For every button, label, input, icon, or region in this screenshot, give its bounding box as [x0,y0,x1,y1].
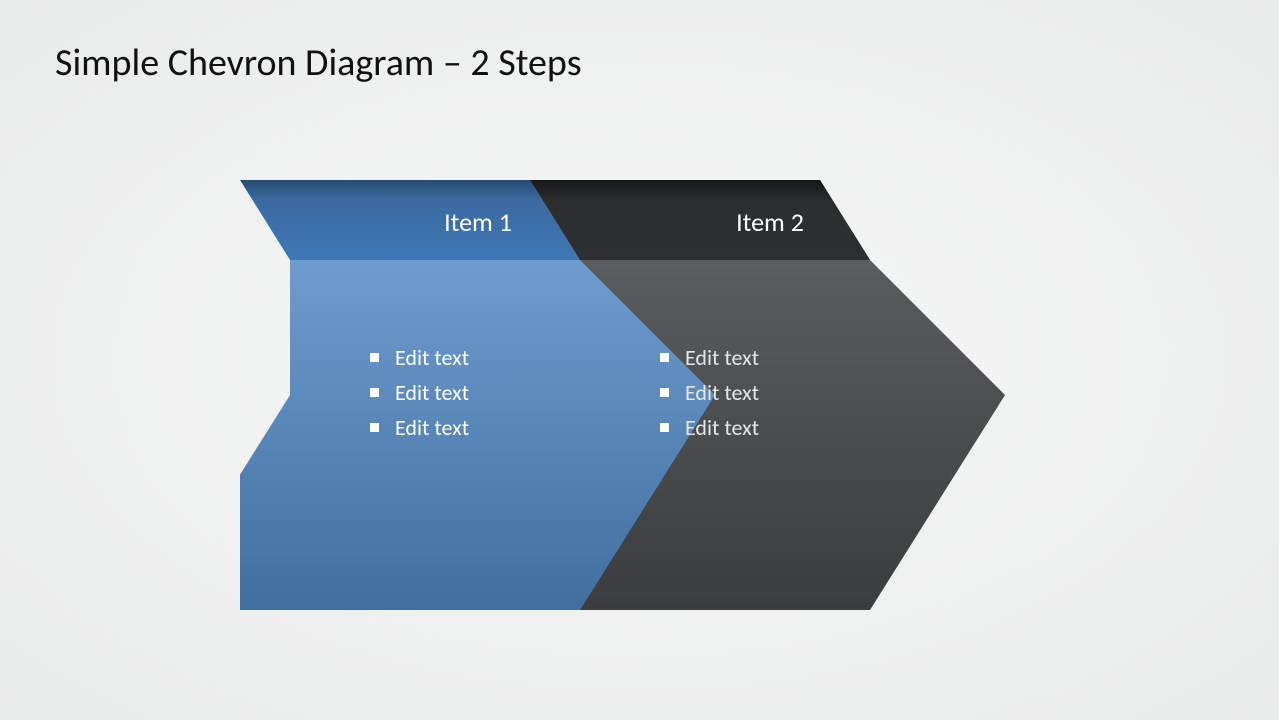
bullet-item: Edit text [660,340,759,375]
chevron-2-bullets: Edit text Edit text Edit text [660,340,759,446]
bullet-item: Edit text [370,375,469,410]
bullet-item: Edit text [660,375,759,410]
slide-title: Simple Chevron Diagram – 2 Steps [55,40,582,86]
chevron-diagram: Item 1 Item 2 Edit text Edit text Edit t… [240,180,1020,610]
chevron-1-bullets: Edit text Edit text Edit text [370,340,469,446]
chevron-1-label: Item 1 [378,206,578,238]
bullet-item: Edit text [370,410,469,445]
bullet-item: Edit text [370,340,469,375]
bullet-item: Edit text [660,410,759,445]
chevron-2-label: Item 2 [670,206,870,238]
chevron-svg [240,180,1020,610]
slide: Simple Chevron Diagram – 2 Steps [0,0,1279,720]
